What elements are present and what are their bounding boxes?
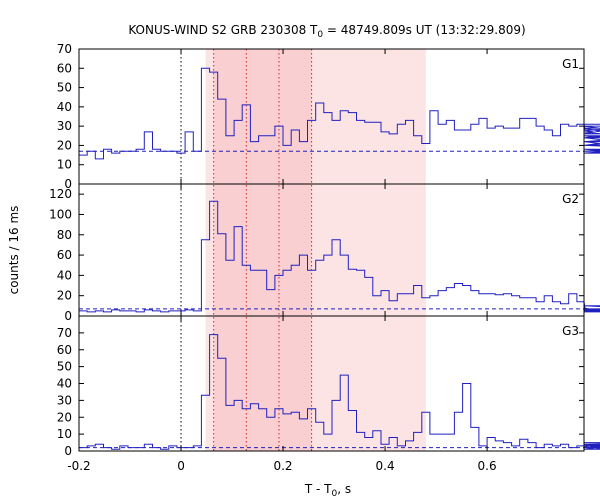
x-axis-label: T - T0, s <box>304 482 351 499</box>
g3-y-tick-label: 10 <box>57 427 72 441</box>
x-tick-label: 0.6 <box>478 459 497 473</box>
g1-y-tick-label: 0 <box>64 177 72 191</box>
g1-series <box>79 67 600 160</box>
g3-y-tick-label: 60 <box>57 343 72 357</box>
shaded-interval-1 <box>213 49 312 451</box>
g2-panel-label: G2 <box>562 192 579 206</box>
g1-y-tick-label: 20 <box>57 138 72 152</box>
y-axis-label: counts / 16 ms <box>7 206 21 295</box>
dotted-marker-layer <box>180 49 313 451</box>
g2-series <box>79 200 600 313</box>
g2-y-tick-label: 20 <box>57 289 72 303</box>
g1-y-tick-label: 50 <box>57 81 72 95</box>
g3-y-tick-label: 70 <box>57 326 72 340</box>
g2-y-tick-label: 40 <box>57 268 72 282</box>
x-tick-label: -0.2 <box>67 459 90 473</box>
g1-y-tick-label: 10 <box>57 158 72 172</box>
g1-y-tick-label: 60 <box>57 61 72 75</box>
g2-y-tick-label: 0 <box>64 309 72 323</box>
g1-y-tick-label: 70 <box>57 42 72 56</box>
x-tick-label: 0.2 <box>273 459 292 473</box>
g2-y-tick-label: 80 <box>57 228 72 242</box>
g3-y-tick-label: 50 <box>57 360 72 374</box>
series-layer <box>79 67 600 450</box>
x-tick-label: 0 <box>177 459 185 473</box>
g3-y-tick-label: 40 <box>57 377 72 391</box>
g3-panel-label: G3 <box>562 324 579 338</box>
g2-y-tick-label: 120 <box>49 187 72 201</box>
g3-y-tick-label: 0 <box>64 444 72 458</box>
g1-y-tick-label: 30 <box>57 119 72 133</box>
g3-y-tick-label: 30 <box>57 393 72 407</box>
x-tick-label: 0.4 <box>376 459 395 473</box>
g3-series <box>79 334 600 450</box>
g1-y-tick-label: 40 <box>57 100 72 114</box>
g2-y-tick-label: 100 <box>49 207 72 221</box>
g3-y-tick-label: 20 <box>57 410 72 424</box>
chart-title: KONUS-WIND S2 GRB 230308 T0 = 48749.809s… <box>128 23 525 40</box>
axis-layer: 0 10 20 30 40 50 60 70 G1 0 20 40 60 80 100 120 G2 0 10 20 3… <box>49 42 585 473</box>
g1-panel-label: G1 <box>562 57 579 71</box>
g2-y-tick-label: 60 <box>57 248 72 262</box>
